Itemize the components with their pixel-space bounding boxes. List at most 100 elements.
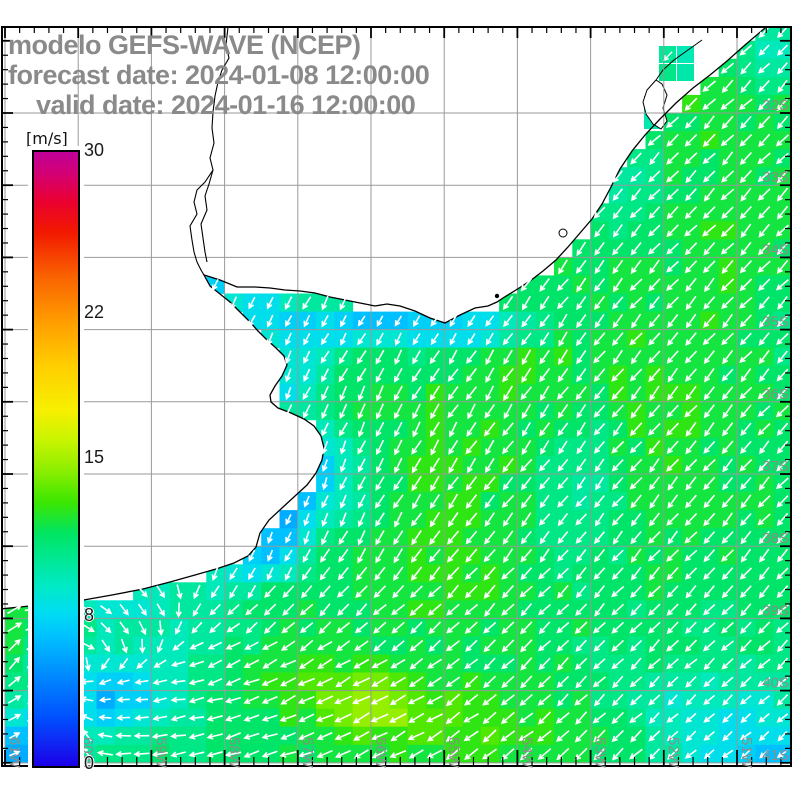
- wind-arrow: [193, 584, 201, 600]
- wind-arrow: [685, 169, 697, 184]
- wind-arrow: [648, 512, 661, 527]
- wind-arrow: [667, 332, 679, 347]
- wind-arrow: [321, 295, 329, 311]
- wind-arrow: [411, 457, 422, 474]
- wind-arrow: [391, 640, 405, 652]
- wind-arrow: [170, 660, 186, 668]
- wind-arrow: [630, 603, 642, 616]
- wind-arrow: [429, 385, 441, 401]
- wind-arrow: [298, 713, 315, 723]
- wind-arrow: [776, 422, 789, 436]
- wind-arrow: [303, 513, 310, 527]
- wind-arrow: [776, 314, 789, 328]
- wind-arrow: [721, 259, 734, 274]
- wind-arrow: [152, 697, 167, 704]
- wind-arrow: [521, 439, 532, 456]
- wind-arrow: [373, 585, 387, 599]
- wind-arrow: [576, 476, 586, 491]
- wind-arrow: [279, 751, 297, 758]
- wind-arrow: [758, 695, 770, 705]
- wind-arrow: [593, 658, 606, 670]
- wind-arrow: [248, 296, 256, 310]
- wind-arrow: [703, 404, 715, 419]
- wind-arrow: [339, 494, 347, 509]
- wind-arrow: [703, 115, 715, 130]
- wind-arrow: [629, 694, 643, 706]
- wind-arrow: [357, 512, 366, 528]
- wind-arrow: [576, 314, 587, 329]
- wind-arrow: [593, 404, 606, 418]
- wind-arrow: [703, 730, 715, 741]
- lat-label: 36S: [762, 386, 789, 403]
- wind-arrow: [703, 567, 716, 580]
- wind-arrow: [684, 512, 698, 527]
- wind-arrow: [389, 676, 407, 687]
- wind-arrow: [445, 748, 461, 760]
- wind-arrow: [556, 730, 570, 742]
- wind-arrow: [485, 315, 495, 327]
- wind-arrow: [284, 296, 293, 311]
- wind-arrow: [684, 658, 698, 669]
- wind-arrow: [411, 530, 422, 546]
- wind-arrow: [79, 678, 94, 685]
- wind-arrow: [684, 350, 698, 364]
- wind-arrow: [648, 748, 660, 761]
- wind-arrow: [411, 386, 422, 401]
- wind-arrow: [574, 729, 588, 743]
- wind-arrow: [758, 27, 770, 39]
- wind-arrow: [776, 27, 788, 39]
- island-dot: [494, 293, 500, 299]
- wind-arrow: [759, 440, 770, 455]
- wind-arrow: [448, 457, 458, 474]
- wind-arrow: [740, 404, 752, 419]
- wind-arrow: [262, 658, 278, 669]
- wind-arrow: [775, 278, 789, 291]
- wind-arrow: [721, 585, 734, 599]
- wind-arrow: [757, 603, 771, 616]
- wind-arrow: [648, 603, 661, 616]
- wind-arrow: [373, 621, 387, 634]
- wind-arrow: [556, 549, 569, 562]
- wind-arrow: [593, 747, 606, 761]
- wind-arrow: [558, 259, 568, 275]
- wind-arrow: [520, 603, 533, 617]
- wind-arrow: [153, 659, 167, 668]
- lat-label: 35S: [762, 314, 789, 331]
- wind-arrow: [392, 584, 405, 599]
- wind-arrow: [775, 224, 790, 237]
- wind-arrow: [629, 422, 643, 437]
- wind-arrow: [427, 658, 443, 669]
- wind-arrow: [207, 641, 223, 650]
- wind-arrow: [648, 404, 661, 418]
- wind-arrow: [538, 657, 551, 671]
- wind-arrow: [302, 548, 311, 563]
- wind-arrow: [537, 748, 552, 760]
- wind-arrow: [777, 548, 789, 563]
- wind-arrow: [464, 693, 479, 706]
- axis-frame-layer: [1, 26, 792, 767]
- wind-arrow: [739, 676, 752, 688]
- wind-arrow: [702, 332, 716, 346]
- wind-arrow: [483, 621, 497, 634]
- axis-label-layer: 32S 33S 34S 35S 36S 37S 38S 39S 40S 41S 61W 60W 59W 5…: [6, 97, 789, 769]
- wind-arrow: [537, 603, 552, 616]
- wind-arrow: [376, 332, 384, 346]
- wind-arrow: [373, 639, 387, 652]
- wind-arrow: [464, 567, 478, 580]
- wind-arrow: [757, 62, 771, 74]
- wind-arrow: [520, 530, 532, 545]
- wind-arrow: [666, 658, 679, 670]
- landmass-layer: [2, 27, 765, 609]
- wind-arrow: [759, 749, 770, 759]
- wind-arrow: [354, 621, 369, 634]
- wind-arrow: [666, 603, 679, 616]
- wind-arrow: [685, 313, 697, 329]
- wind-arrow: [740, 115, 752, 129]
- wind-arrow: [629, 441, 643, 454]
- wind-arrow: [430, 315, 440, 327]
- wind-arrow: [557, 495, 569, 508]
- wind-arrow: [775, 622, 789, 634]
- wind-arrow: [647, 134, 661, 146]
- wind-arrow: [7, 604, 23, 615]
